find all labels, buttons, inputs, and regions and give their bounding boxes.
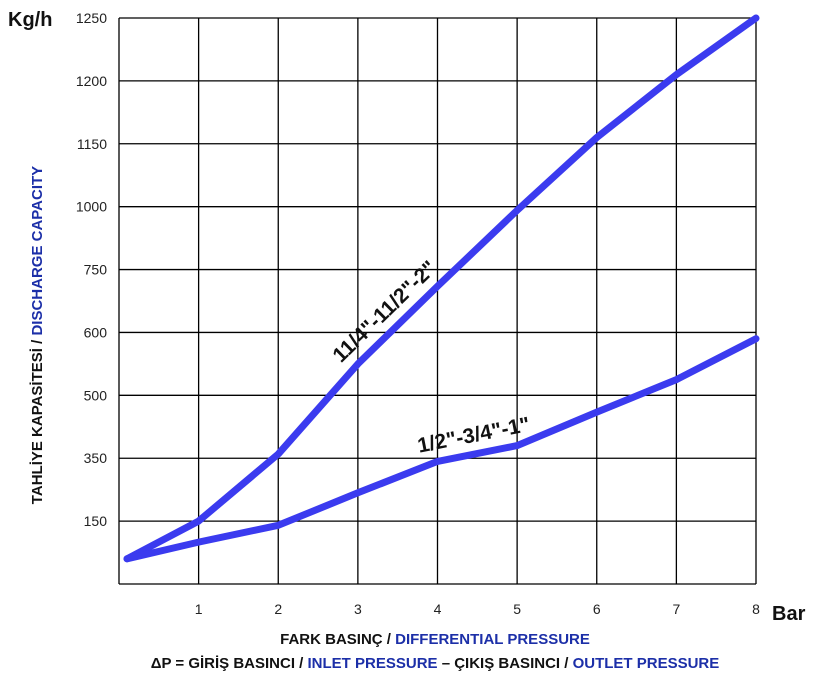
y-tick-label: 1250 (76, 10, 107, 26)
x-unit-label: Bar (772, 603, 806, 625)
x-tick-label: 7 (672, 601, 680, 617)
series-line (123, 14, 760, 563)
x-tick-label: 5 (513, 601, 521, 617)
x-caption-tr: FARK BASINÇ / (280, 631, 396, 648)
x-axis-caption-2: ΔP = GİRİŞ BASINCI / INLET PRESSURE – ÇI… (0, 655, 818, 672)
y-axis-title-tr: TAHLİYE KAPASİTESİ / (29, 336, 46, 505)
x-tick-label: 2 (274, 601, 282, 617)
y-tick-label: 500 (84, 387, 108, 403)
x-tick-labels: 1 2 3 4 5 6 7 8 (195, 601, 760, 617)
x-tick-label: 6 (593, 601, 601, 617)
formula-a: ΔP = GİRİŞ BASINCI / (150, 655, 308, 672)
y-axis-title: TAHLİYE KAPASİTESİ / DISCHARGE CAPACITY (29, 166, 46, 504)
x-tick-label: 1 (195, 601, 203, 617)
series-labels: 11/4"-11/2"-2"1/2"-3/4"-1" (328, 257, 531, 458)
x-tick-label: 8 (752, 601, 760, 617)
formula-b: INLET PRESSURE (307, 655, 438, 672)
x-caption-en: DIFFERENTIAL PRESSURE (395, 631, 590, 648)
y-tick-label: 750 (84, 262, 108, 278)
y-tick-labels: 150 350 500 600 750 1000 1150 1200 1250 (76, 10, 107, 529)
y-tick-label: 1150 (77, 136, 107, 152)
y-axis-title-en: DISCHARGE CAPACITY (29, 166, 46, 336)
y-tick-label: 1000 (76, 199, 107, 215)
x-tick-label: 4 (434, 601, 442, 617)
series-line (123, 335, 760, 563)
y-tick-label: 1200 (76, 73, 107, 89)
y-tick-label: 350 (84, 450, 108, 466)
formula-d: OUTLET PRESSURE (572, 655, 720, 672)
y-tick-label: 600 (84, 324, 108, 340)
x-axis-caption-1: FARK BASINÇ / DIFFERENTIAL PRESSURE (0, 631, 818, 648)
series-lines (123, 14, 760, 563)
formula-c: – ÇIKIŞ BASINCI / (437, 655, 573, 672)
series-label: 11/4"-11/2"-2" (328, 257, 441, 368)
y-unit-label: Kg/h (8, 9, 52, 31)
grid (118, 17, 757, 585)
x-tick-label: 3 (354, 601, 362, 617)
y-tick-label: 150 (84, 513, 108, 529)
